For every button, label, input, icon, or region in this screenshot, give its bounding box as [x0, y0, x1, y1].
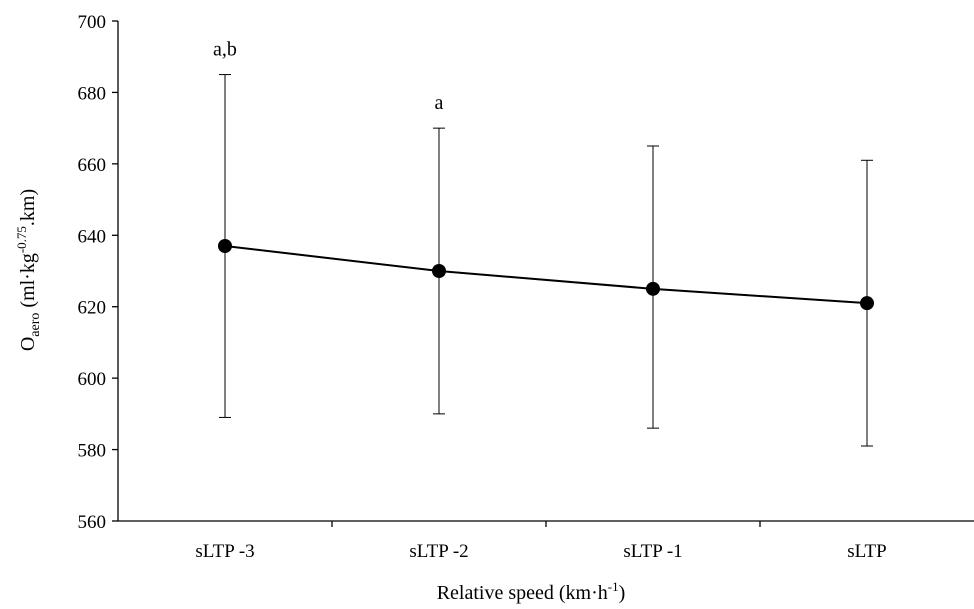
series-line — [224, 245, 868, 305]
data-point — [646, 281, 660, 296]
y-tick-label: 700 — [78, 12, 107, 33]
y-axis: 560 580 600 620 640 660 680 700 — [78, 12, 119, 533]
y-tick-label: 600 — [78, 369, 107, 390]
x-axis-title: Relative speed (km·h-1) — [437, 579, 626, 604]
data-point — [218, 239, 232, 253]
y-tick-label: 560 — [78, 512, 107, 533]
x-tick-label: sLTP -2 — [409, 541, 468, 562]
significance-annotation: a,b — [213, 39, 237, 61]
series-polyline — [224, 245, 868, 305]
error-bars — [219, 74, 873, 447]
annotations: a,b a — [213, 39, 444, 115]
significance-annotation: a — [435, 92, 444, 114]
data-points — [218, 239, 874, 311]
data-point — [432, 264, 446, 278]
y-tick-label: 620 — [78, 298, 107, 319]
y-tick-label: 640 — [78, 226, 107, 247]
x-tick-label: sLTP -1 — [623, 541, 682, 562]
y-tick-label: 660 — [78, 155, 107, 176]
x-axis: sLTP -3 sLTP -2 sLTP -1 sLTP — [118, 520, 974, 562]
x-tick-label: sLTP -3 — [195, 541, 254, 562]
y-tick-label: 680 — [78, 83, 107, 104]
data-point — [860, 296, 874, 311]
y-tick-label: 580 — [78, 441, 107, 462]
y-axis-title: Oaero (ml·kg-0.75.km) — [14, 189, 43, 351]
x-tick-label: sLTP — [847, 541, 886, 562]
